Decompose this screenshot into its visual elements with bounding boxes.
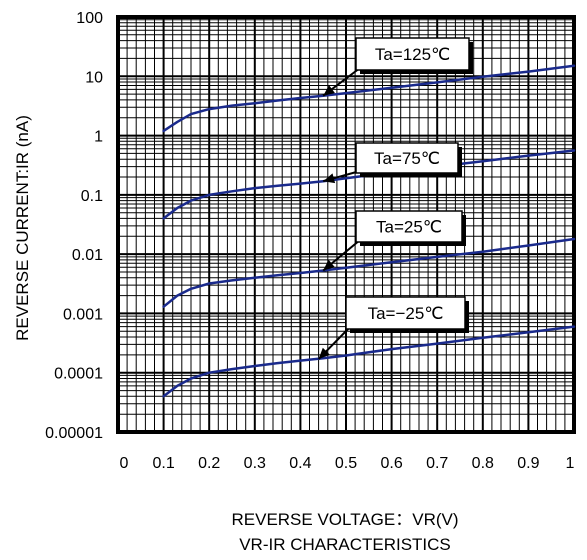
series-line-4 — [162, 325, 576, 398]
x-tick-label: 0.6 — [380, 455, 402, 472]
y-tick-label: 10 — [85, 69, 103, 86]
y-tick-label: 0.1 — [81, 188, 103, 205]
y-tick-label: 0.01 — [72, 247, 103, 264]
x-tick-label: 0.4 — [289, 455, 311, 472]
y-axis-label: REVERSE CURRENT:IR (nA) — [13, 115, 32, 341]
plot-lines — [162, 64, 576, 398]
y-tick-label: 0.001 — [63, 306, 103, 323]
series-line-2 — [162, 149, 576, 220]
annotation-label: Ta=75℃ — [374, 149, 440, 168]
annotation-label: Ta=125℃ — [375, 45, 450, 64]
annotation-arrowhead — [323, 85, 335, 96]
y-tick-label: 0.00001 — [45, 425, 103, 442]
x-tick-label: 0.8 — [472, 455, 494, 472]
y-axis-ticks: 100 10 1 0.1 0.01 0.001 0.0001 0.00001 — [45, 10, 103, 442]
y-tick-label: 100 — [76, 10, 103, 27]
annotation-arrowhead — [318, 347, 330, 360]
annotation-4: Ta=−25℃ — [317, 296, 469, 360]
x-tick-label: 0.2 — [198, 455, 220, 472]
plot-grid — [116, 15, 576, 434]
annotation-box — [355, 210, 463, 243]
series-line-1 — [162, 64, 576, 133]
x-tick-label: 0 — [120, 455, 129, 472]
plot-annotations: Ta=125℃ Ta=75℃ Ta=25℃ Ta=−25℃ — [317, 37, 473, 360]
annotation-label: Ta=−25℃ — [368, 304, 444, 323]
chart-title: VR-IR CHARACTERISTICS — [239, 535, 451, 554]
series-line-3 — [162, 237, 576, 308]
x-tick-label: 0.5 — [335, 455, 357, 472]
x-tick-label: 0.7 — [426, 455, 448, 472]
x-tick-label: 0.9 — [517, 455, 539, 472]
annotation-label: Ta=25℃ — [376, 218, 442, 237]
y-tick-label: 1 — [94, 129, 103, 146]
x-tick-label: 0.3 — [244, 455, 266, 472]
annotation-arrowhead — [323, 173, 336, 184]
annotation-2: Ta=75℃ — [322, 142, 462, 184]
x-tick-label: 0.1 — [152, 455, 174, 472]
annotation-1: Ta=125℃ — [322, 37, 473, 97]
y-tick-label: 0.0001 — [54, 366, 103, 383]
annotation-box — [355, 142, 459, 174]
x-axis-ticks: 0 0.1 0.2 0.3 0.4 0.5 0.6 0.7 0.8 0.9 1 — [120, 455, 575, 472]
annotation-box — [345, 296, 466, 330]
annotation-arrowhead — [323, 259, 335, 271]
annotation-box — [355, 37, 470, 71]
x-axis-label: REVERSE VOLTAGE：VR(V) — [231, 510, 458, 529]
annotation-3: Ta=25℃ — [322, 210, 466, 272]
x-tick-label: 1 — [566, 455, 575, 472]
